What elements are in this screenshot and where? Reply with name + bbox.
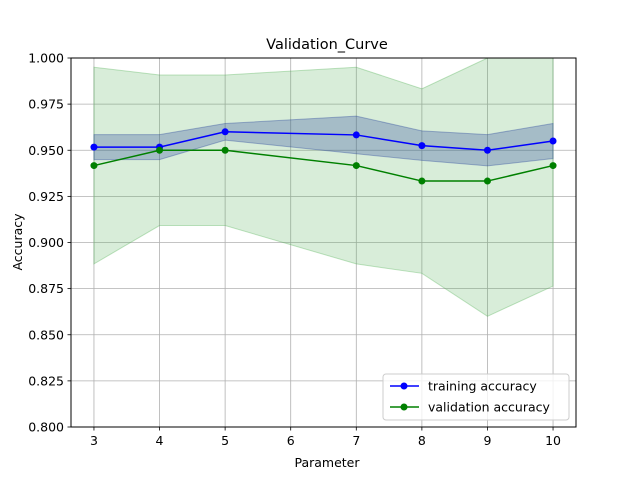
- legend-label-training: training accuracy: [428, 379, 537, 394]
- bands: [93, 57, 554, 317]
- y-tick-label: 0.950: [28, 143, 64, 158]
- y-tick-label: 0.875: [28, 281, 64, 296]
- legend-marker-training: [400, 382, 408, 390]
- y-tick-label: 0.975: [28, 97, 64, 112]
- training-accuracy-point: [352, 131, 360, 139]
- x-tick-label: 8: [418, 433, 426, 448]
- x-tick-label: 7: [352, 433, 360, 448]
- legend-label-validation: validation accuracy: [428, 400, 551, 415]
- legend: training accuracy validation accuracy: [382, 373, 570, 421]
- validation-accuracy-point: [221, 146, 229, 154]
- validation-accuracy-point: [156, 146, 164, 154]
- y-tick-label: 0.925: [28, 189, 64, 204]
- x-tick-label: 3: [90, 433, 98, 448]
- training-accuracy-point: [221, 128, 229, 136]
- training-accuracy-band: [93, 115, 554, 167]
- x-tick-label: 9: [483, 433, 491, 448]
- validation-accuracy-point: [483, 177, 491, 185]
- y-tick-label: 0.900: [28, 235, 64, 250]
- training-accuracy-point: [90, 143, 98, 151]
- training-accuracy-point: [483, 146, 491, 154]
- legend-box: [382, 373, 570, 421]
- training-accuracy-point: [418, 142, 426, 150]
- validation-accuracy-point: [418, 177, 426, 185]
- x-tick-label: 6: [287, 433, 295, 448]
- legend-marker-validation: [400, 403, 408, 411]
- training-accuracy-point: [549, 137, 557, 145]
- y-tick-label: 0.800: [28, 420, 64, 435]
- validation-accuracy-band: [93, 57, 554, 317]
- validation-accuracy-point: [549, 162, 557, 170]
- y-tick-label: 1.000: [28, 51, 64, 66]
- x-axis-label: Parameter: [294, 455, 360, 470]
- x-tick-label: 10: [545, 433, 561, 448]
- series-lines: [90, 128, 557, 185]
- validation-accuracy-point: [352, 162, 360, 170]
- x-tick-label: 5: [221, 433, 229, 448]
- x-tick-label: 4: [156, 433, 164, 448]
- y-tick-label: 0.825: [28, 373, 64, 388]
- ticks: 3 4 5 6 7 8 9 10 0.800 0.825 0.850 0.875 0.900 0.925 0…: [28, 51, 561, 449]
- y-tick-label: 0.850: [28, 327, 64, 342]
- chart-title: Validation_Curve: [266, 37, 388, 53]
- validation-accuracy-point: [90, 162, 98, 170]
- y-axis-label: Accuracy: [10, 213, 25, 271]
